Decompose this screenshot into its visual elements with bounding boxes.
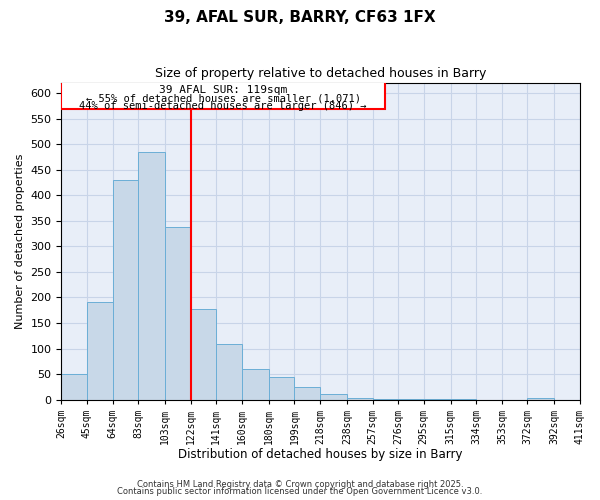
Bar bbox=[347, 398, 373, 400]
Bar bbox=[451, 399, 476, 400]
Bar bbox=[191, 308, 217, 400]
Bar bbox=[61, 78, 385, 108]
Bar bbox=[373, 398, 398, 400]
Bar bbox=[320, 394, 347, 400]
Bar bbox=[217, 344, 242, 400]
Bar bbox=[61, 374, 87, 400]
Bar bbox=[295, 387, 320, 400]
Text: Contains public sector information licensed under the Open Government Licence v3: Contains public sector information licen… bbox=[118, 488, 482, 496]
Bar bbox=[138, 152, 165, 400]
Bar bbox=[165, 227, 191, 400]
Text: 44% of semi-detached houses are larger (846) →: 44% of semi-detached houses are larger (… bbox=[79, 102, 367, 112]
X-axis label: Distribution of detached houses by size in Barry: Distribution of detached houses by size … bbox=[178, 448, 463, 461]
Title: Size of property relative to detached houses in Barry: Size of property relative to detached ho… bbox=[155, 68, 487, 80]
Bar bbox=[242, 369, 269, 400]
Text: ← 55% of detached houses are smaller (1,071): ← 55% of detached houses are smaller (1,… bbox=[86, 94, 361, 104]
Bar bbox=[398, 399, 424, 400]
Bar bbox=[424, 399, 451, 400]
Bar bbox=[113, 180, 138, 400]
Bar bbox=[87, 302, 113, 400]
Bar bbox=[527, 398, 554, 400]
Text: 39 AFAL SUR: 119sqm: 39 AFAL SUR: 119sqm bbox=[159, 84, 287, 94]
Text: 39, AFAL SUR, BARRY, CF63 1FX: 39, AFAL SUR, BARRY, CF63 1FX bbox=[164, 10, 436, 25]
Text: Contains HM Land Registry data © Crown copyright and database right 2025.: Contains HM Land Registry data © Crown c… bbox=[137, 480, 463, 489]
Y-axis label: Number of detached properties: Number of detached properties bbox=[15, 154, 25, 329]
Bar bbox=[269, 377, 295, 400]
